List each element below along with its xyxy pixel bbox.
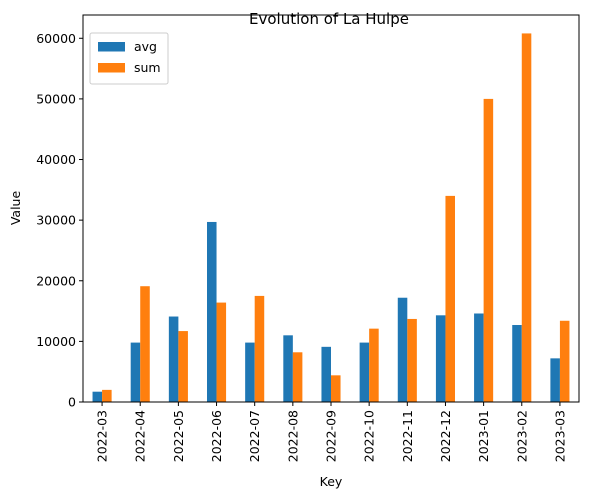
x-tick-label: 2023-01: [476, 410, 491, 462]
legend-label-avg: avg: [134, 39, 157, 54]
bar-avg-2022-09: [321, 346, 331, 402]
x-tick-label: 2022-11: [400, 410, 415, 462]
legend-swatch-sum: [98, 63, 125, 73]
bar-avg-2022-05: [168, 316, 179, 402]
bar-avg-2023-03: [550, 358, 560, 402]
bar-avg-2022-11: [397, 297, 408, 402]
bar-avg-2022-08: [283, 335, 293, 402]
y-tick-label: 30000: [36, 213, 76, 228]
bar-sum-2023-03: [559, 320, 570, 402]
x-tick-label: 2022-08: [285, 410, 300, 462]
y-tick-label: 20000: [36, 273, 76, 288]
x-tick-label: 2022-05: [171, 410, 186, 462]
y-tick-label: 40000: [36, 152, 76, 167]
y-tick-label: 60000: [36, 31, 76, 46]
bar-sum-2022-05: [178, 331, 188, 402]
y-axis-label: Value: [8, 191, 23, 226]
legend-swatch-avg: [98, 42, 125, 52]
bar-sum-2022-11: [407, 318, 417, 402]
x-tick-label: 2022-09: [324, 410, 339, 462]
bar-avg-2022-07: [245, 342, 255, 402]
bars-layer: [92, 33, 570, 403]
x-tick-label: 2022-06: [209, 410, 224, 462]
bar-sum-2022-08: [292, 352, 303, 402]
x-axis-label: Key: [320, 474, 343, 489]
bar-sum-2022-12: [445, 195, 455, 402]
bar-sum-2022-06: [216, 302, 227, 402]
bar-sum-2023-01: [483, 98, 494, 402]
bar-sum-2023-02: [521, 33, 532, 403]
bar-avg-2022-12: [435, 315, 446, 402]
x-tick-label: 2022-07: [247, 410, 262, 462]
bar-avg-2023-02: [512, 325, 522, 402]
x-axis: 2022-03 2022-04 2022-05 2022-06 2022-07 2022-…: [95, 402, 567, 462]
x-tick-label: 2023-02: [514, 410, 529, 462]
bar-avg-2022-06: [207, 221, 217, 402]
x-tick-label: 2022-10: [362, 410, 377, 462]
x-tick-label: 2022-12: [438, 410, 453, 462]
bar-avg-2022-10: [359, 342, 370, 402]
bar-sum-2022-03: [102, 389, 112, 402]
bar-sum-2022-07: [254, 295, 265, 402]
legend-label-sum: sum: [134, 60, 161, 75]
y-tick-label: 0: [68, 395, 76, 410]
y-tick-label: 50000: [36, 91, 76, 106]
chart-title: Evolution of La Hulpe: [249, 10, 409, 28]
y-axis: 0 10000 20000 30000 40000 50000 60000: [36, 31, 83, 410]
bar-avg-2022-03: [92, 391, 103, 402]
bar-avg-2023-01: [474, 313, 484, 402]
legend: avg sum: [89, 32, 169, 85]
bar-sum-2022-04: [140, 286, 150, 402]
y-tick-label: 10000: [36, 334, 76, 349]
x-tick-label: 2022-03: [95, 410, 110, 462]
x-tick-label: 2023-03: [552, 410, 567, 462]
x-tick-label: 2022-04: [133, 410, 148, 462]
bar-avg-2022-04: [130, 342, 141, 402]
bar-sum-2022-10: [369, 328, 379, 402]
bar-sum-2022-09: [331, 375, 341, 402]
